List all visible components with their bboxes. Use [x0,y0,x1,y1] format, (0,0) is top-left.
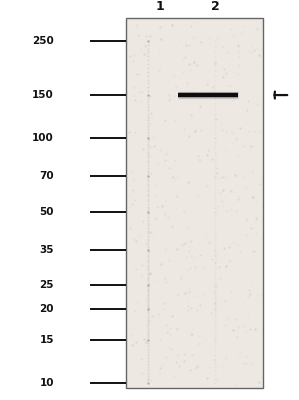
Text: 35: 35 [39,244,54,254]
Text: 50: 50 [39,207,54,217]
Text: 1: 1 [155,0,164,13]
Text: 100: 100 [32,133,54,143]
Text: 70: 70 [39,171,54,181]
Text: 150: 150 [32,90,54,100]
Text: 2: 2 [211,0,220,13]
Text: 250: 250 [32,36,54,46]
Text: 10: 10 [39,378,54,388]
Text: 20: 20 [39,304,54,314]
Text: 25: 25 [39,280,54,290]
Bar [126,18,263,388]
Text: 15: 15 [39,334,54,344]
